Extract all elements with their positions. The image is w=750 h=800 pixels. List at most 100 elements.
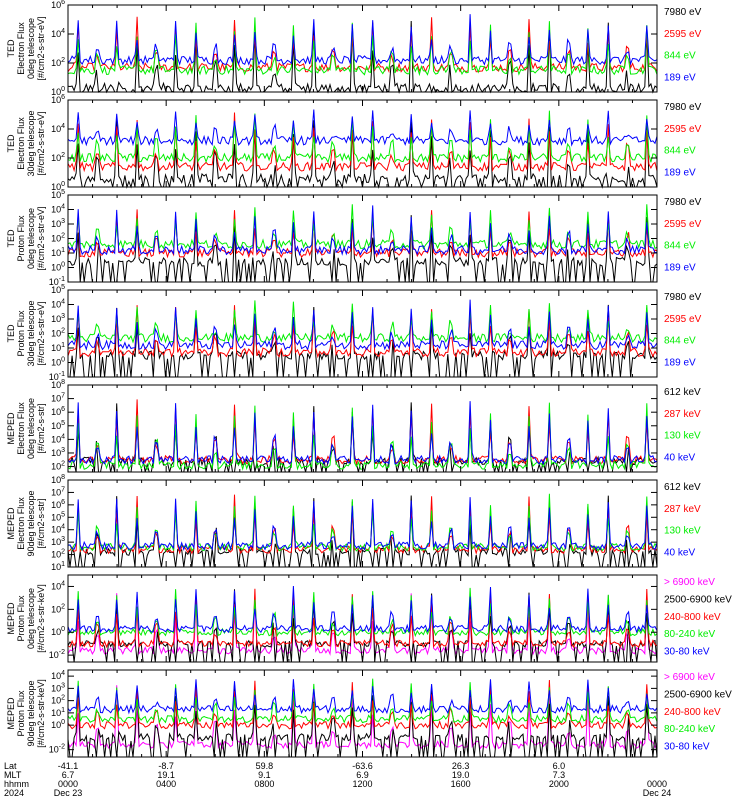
y-tick-label: 101 xyxy=(51,247,65,258)
series-line-2 xyxy=(67,589,658,663)
x-tick-label-hhmm: 0400 xyxy=(156,779,176,789)
legend-entry: 40 keV xyxy=(664,547,695,558)
series-line-4 xyxy=(67,205,658,257)
series-line-4 xyxy=(67,497,658,552)
y-tick-label: 102 xyxy=(51,57,65,68)
legend-entry: 2595 eV xyxy=(664,29,702,40)
series-line-1 xyxy=(68,213,658,283)
x-tick-label-lat: 6.0 xyxy=(553,761,566,771)
legend-entry: 40 keV xyxy=(664,452,695,463)
series-line-4 xyxy=(67,109,658,147)
legend-entry: 844 eV xyxy=(664,51,696,62)
legend-entry: 30-80 keV xyxy=(664,742,710,753)
y-tick-label: 103 xyxy=(51,682,65,693)
x-tick-label-hhmm: 1200 xyxy=(352,779,372,789)
y-tick-label: 10-1 xyxy=(49,276,65,287)
y-axis-label: TED xyxy=(6,324,16,343)
y-axis-label: Electron Flux xyxy=(16,22,26,75)
y-tick-label: 105 xyxy=(51,189,65,200)
series-line-4 xyxy=(67,14,658,67)
y-axis-label: 90deg telescope xyxy=(26,490,36,556)
x-tick-label-mlt: 9.1 xyxy=(258,770,271,780)
y-tick-label: 108 xyxy=(51,474,65,485)
y-tick-label: 102 xyxy=(51,695,65,706)
y-axis-label: Electron Flux xyxy=(16,497,26,550)
panel-5: 102 103 104 105 106 107 108 MEPED Electron Flux 0… xyxy=(6,379,701,473)
x-tick-label-hhmm: 0000 xyxy=(58,779,78,789)
y-axis-label: TED xyxy=(6,39,16,58)
series-line-3 xyxy=(67,588,658,649)
y-tick-label: 104 xyxy=(51,299,65,310)
legend-entry: 7980 eV xyxy=(664,197,702,208)
y-axis-label: Electron Flux xyxy=(16,117,26,170)
y-tick-label: 104 xyxy=(51,123,65,134)
series-line-1 xyxy=(67,20,658,94)
panel-2: 100 102 104 106 TED Electron Flux 30deg telesc… xyxy=(6,94,702,192)
legend-entry: 130 keV xyxy=(664,431,701,442)
x-tick-label-hhmm: 1600 xyxy=(451,779,471,789)
x-tick-label-lat: 59.8 xyxy=(256,761,274,771)
legend-entry: 2595 eV xyxy=(664,314,702,325)
series-line-5 xyxy=(67,679,658,715)
y-axis-label: MEPED xyxy=(6,602,16,635)
x-row-label: 2024 xyxy=(4,788,24,798)
y-axis-label: [#/cm2-s-str-keV] xyxy=(36,584,46,653)
legend-entry: 287 keV xyxy=(664,409,701,420)
y-tick-label: 10-2 xyxy=(49,649,65,660)
x-tick-label-lat: -41.1 xyxy=(58,761,79,771)
y-axis-label: 0deg telescope xyxy=(26,398,36,459)
series-line-4 xyxy=(67,299,658,351)
y-axis-label: MEPED xyxy=(6,697,16,730)
x-tick-label-lat: -63.6 xyxy=(352,761,373,771)
x-tick-label-hhmm: 0800 xyxy=(254,779,274,789)
x-row-label: hhmm xyxy=(4,779,29,789)
series-line-2 xyxy=(67,209,658,259)
y-tick-label: 100 xyxy=(51,86,65,97)
y-axis-label: 0deg telescope xyxy=(26,208,36,269)
y-tick-label: 102 xyxy=(51,603,65,614)
legend-entry: 7980 eV xyxy=(664,102,702,113)
y-axis-label: [#/cm2-s-str-eV] xyxy=(36,206,46,270)
y-tick-label: 103 xyxy=(51,218,65,229)
panel-1: 100 102 104 106 TED Electron Flux 0deg telesco… xyxy=(6,0,702,97)
y-tick-label: 103 xyxy=(51,313,65,324)
legend-entry: 189 eV xyxy=(664,357,696,368)
y-tick-label: 100 xyxy=(51,357,65,368)
series-line-2 xyxy=(67,112,658,173)
legend-entry: 612 keV xyxy=(664,482,701,493)
legend-entry: > 6900 keV xyxy=(664,672,715,683)
y-axis-label: TED xyxy=(6,134,16,153)
x-tick-label-hhmm: 2000 xyxy=(549,779,569,789)
series-line-2 xyxy=(67,16,658,74)
series-line-2 xyxy=(67,684,658,758)
series-line-1 xyxy=(68,304,658,378)
series-line-3 xyxy=(67,300,658,344)
series-line-3 xyxy=(67,679,658,731)
y-axis-label: [#/cm2-s-str-eV] xyxy=(36,301,46,365)
y-axis-label: 30deg telescope xyxy=(26,110,36,176)
y-tick-label: 104 xyxy=(51,524,65,535)
y-axis-label: [#/cm2-s-str] xyxy=(36,498,46,548)
series-line-1 xyxy=(67,495,658,568)
x-tick-label-mlt: 19.1 xyxy=(157,770,175,780)
y-tick-label: 100 xyxy=(51,181,65,192)
x-row-label: Lat xyxy=(4,761,17,771)
legend-entry: 2595 eV xyxy=(664,124,702,135)
series-line-4 xyxy=(67,587,658,638)
legend-entry: 189 eV xyxy=(664,72,696,83)
series-line-3 xyxy=(67,204,658,251)
y-tick-label: 104 xyxy=(51,28,65,39)
y-tick-label: 100 xyxy=(51,719,65,730)
y-tick-label: 105 xyxy=(51,511,65,522)
legend-entry: 130 keV xyxy=(664,526,701,537)
y-tick-label: 104 xyxy=(51,204,65,215)
y-tick-label: 102 xyxy=(51,549,65,560)
plot-frame xyxy=(67,289,658,378)
series-line-4 xyxy=(67,401,658,466)
x-tick-label-hhmm: 0000 xyxy=(647,779,667,789)
y-axis-label: Proton Flux xyxy=(16,215,26,262)
y-tick-label: 105 xyxy=(51,420,65,431)
y-tick-label: 102 xyxy=(51,233,65,244)
